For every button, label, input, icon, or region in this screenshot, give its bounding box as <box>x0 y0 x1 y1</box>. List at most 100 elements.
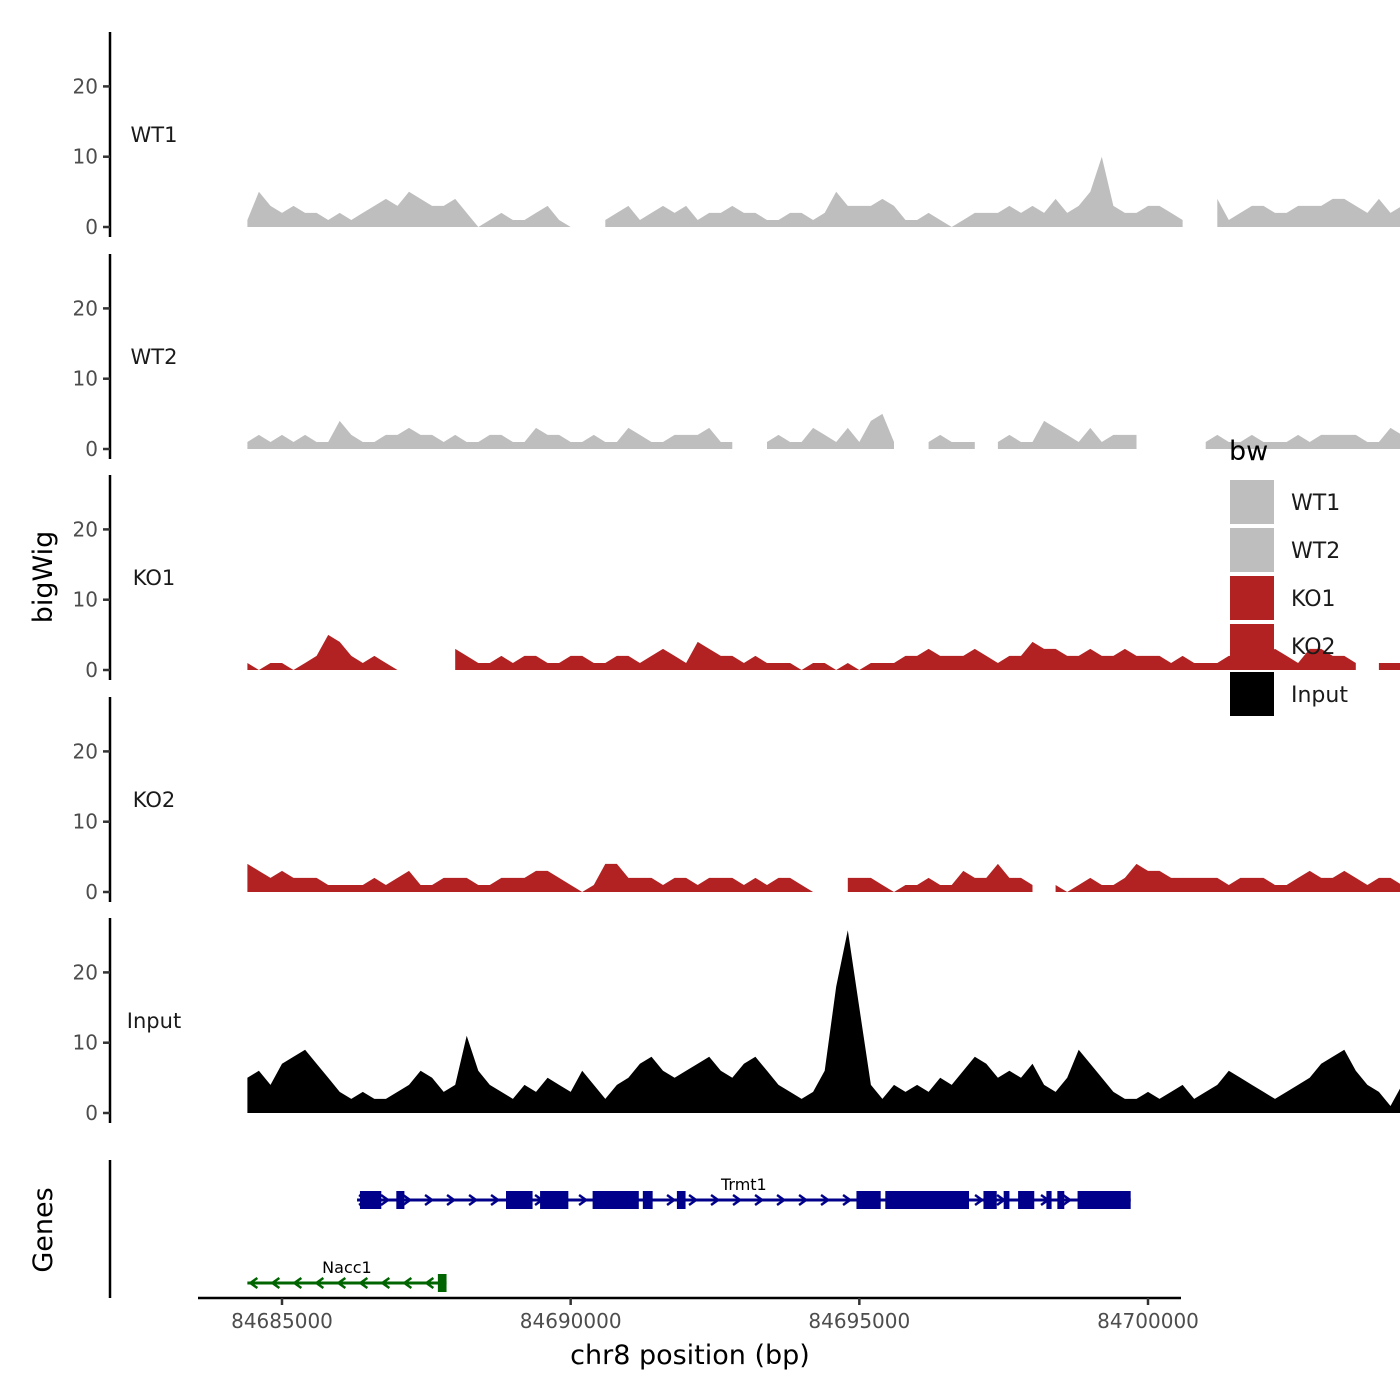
exon-block <box>506 1191 533 1209</box>
legend-label-wt1: WT1 <box>1291 491 1340 516</box>
strand-arrow <box>776 1193 787 1207</box>
track-wt1: 0 10 20 WT1 <box>73 32 1400 239</box>
coverage-area-ko1 <box>1378 663 1400 670</box>
track-label: WT2 <box>131 345 178 369</box>
exon-block <box>396 1191 405 1209</box>
gene-trmt1: Trmt1 <box>357 1175 1131 1209</box>
legend-title: bw <box>1229 436 1268 467</box>
exon-block <box>856 1191 881 1209</box>
exon-block <box>1057 1191 1065 1209</box>
y-tick-label: 20 <box>73 74 98 98</box>
exon-block <box>642 1191 653 1209</box>
coverage-area-wt2 <box>767 413 894 449</box>
strand-arrow <box>424 1193 435 1207</box>
legend-label-input: Input <box>1291 683 1348 708</box>
coverage-area-wt1 <box>247 191 571 227</box>
y-tick-label: 0 <box>85 1101 98 1125</box>
x-tick-label: 84690000 <box>520 1309 622 1333</box>
y-axis-title: bigWig <box>28 531 59 624</box>
y-tick-label: 0 <box>85 880 98 904</box>
strand-arrow <box>358 1276 369 1290</box>
exon-block <box>437 1274 447 1292</box>
legend-label-wt2: WT2 <box>1291 539 1340 564</box>
exon-block <box>592 1191 639 1209</box>
strand-arrow <box>666 1193 677 1207</box>
coverage-area-wt1 <box>605 156 1183 227</box>
coverage-tracks: 0 10 20 WT1 0 10 20 WT2 0 10 20 KO1 0 10 20 KO2 0 10 20 Inp… <box>73 32 1400 1125</box>
strand-arrow <box>380 1193 391 1207</box>
strand-arrow <box>732 1193 743 1207</box>
y-tick-label: 0 <box>85 215 98 239</box>
legend-label-ko2: KO2 <box>1291 635 1336 660</box>
coverage-area-wt2 <box>997 420 1137 449</box>
legend-swatch-ko2 <box>1230 624 1274 668</box>
x-tick-label: 84700000 <box>1097 1309 1199 1333</box>
exon-block <box>540 1191 569 1209</box>
coverage-area-wt2 <box>928 434 975 449</box>
coverage-area-ko2 <box>247 863 814 892</box>
exon-block <box>359 1191 382 1209</box>
strand-arrow <box>248 1276 259 1290</box>
exon-block <box>885 1191 970 1209</box>
legend-swatch-wt1 <box>1230 480 1274 524</box>
strand-arrow <box>820 1193 831 1207</box>
strand-arrow <box>380 1276 391 1290</box>
y-tick-label: 20 <box>73 296 98 320</box>
strand-arrow <box>974 1193 985 1207</box>
y-tick-label: 10 <box>73 367 98 391</box>
y-tick-label: 0 <box>85 437 98 461</box>
legend: bw WT1 WT2 KO1 KO2 Input <box>1229 436 1348 716</box>
strand-arrow <box>490 1193 501 1207</box>
coverage-area-ko1 <box>247 634 398 670</box>
strand-arrow <box>578 1193 589 1207</box>
exon-block <box>1046 1191 1052 1209</box>
track-label: Input <box>127 1009 181 1033</box>
strand-arrow <box>402 1276 413 1290</box>
strand-arrow <box>446 1193 457 1207</box>
y-tick-label: 20 <box>73 739 98 763</box>
genes-panel: Trmt1 Nacc1 <box>108 1160 1131 1298</box>
track-wt2: 0 10 20 WT2 <box>73 254 1400 461</box>
strand-arrow <box>468 1193 479 1207</box>
y-tick-label: 0 <box>85 658 98 682</box>
strand-arrow <box>842 1193 853 1207</box>
strand-arrow <box>336 1276 347 1290</box>
legend-label-ko1: KO1 <box>1291 587 1336 612</box>
strand-arrow <box>754 1193 765 1207</box>
coverage-area-ko2 <box>1055 863 1400 892</box>
track-label: WT1 <box>131 123 178 147</box>
track-ko1: 0 10 20 KO1 <box>73 475 1400 682</box>
coverage-area-ko2 <box>847 863 1033 892</box>
strand-arrow <box>1062 1193 1073 1207</box>
legend-swatch-input <box>1230 672 1274 716</box>
coverage-area-ko1 <box>455 641 1356 670</box>
y-tick-label: 10 <box>73 1031 98 1055</box>
track-input: 0 10 20 Input <box>73 918 1400 1125</box>
y-tick-label: 10 <box>73 810 98 834</box>
strand-arrow <box>292 1276 303 1290</box>
track-label: KO2 <box>133 788 176 812</box>
strand-arrow <box>688 1193 699 1207</box>
coverage-area-wt2 <box>1205 427 1400 449</box>
y-tick-label: 10 <box>73 145 98 169</box>
strand-arrow <box>270 1276 281 1290</box>
y-tick-label: 20 <box>73 960 98 984</box>
genes-axis-title: Genes <box>28 1187 59 1272</box>
y-tick-label: 10 <box>73 588 98 612</box>
exon-block <box>1077 1191 1131 1209</box>
x-tick-label: 84685000 <box>231 1309 333 1333</box>
exon-block <box>983 1191 997 1209</box>
legend-swatch-ko1 <box>1230 576 1274 620</box>
y-tick-label: 20 <box>73 517 98 541</box>
track-ko2: 0 10 20 KO2 <box>73 697 1400 904</box>
gene-label: Nacc1 <box>322 1258 372 1277</box>
x-axis: 84685000 84690000 84695000 84700000 <box>198 1296 1199 1333</box>
coverage-area-wt1 <box>1217 198 1400 227</box>
coverage-area-wt2 <box>247 420 733 449</box>
strand-arrow <box>710 1193 721 1207</box>
strand-arrow <box>424 1276 435 1290</box>
strand-arrow <box>402 1193 413 1207</box>
exon-block <box>1003 1191 1010 1209</box>
